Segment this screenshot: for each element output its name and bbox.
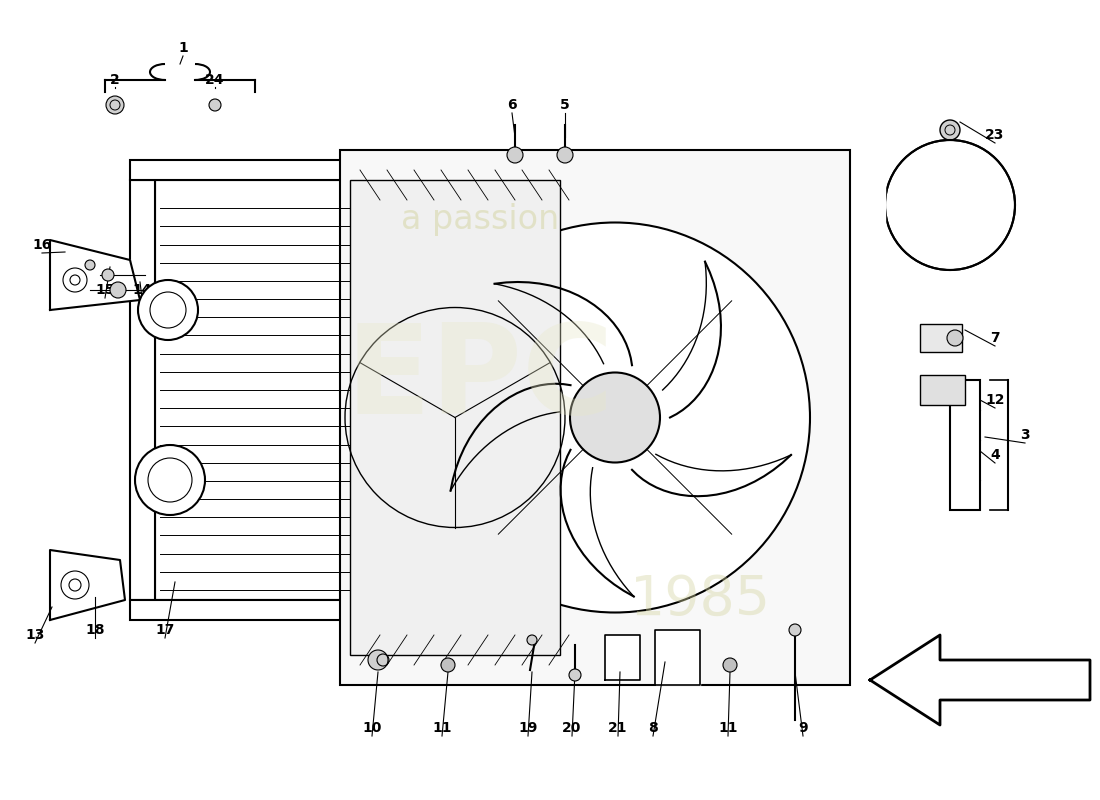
Text: 15: 15 (96, 283, 114, 297)
Text: 19: 19 (518, 721, 538, 735)
Bar (920, 375, 965, 405)
Text: 3: 3 (1020, 428, 1030, 442)
Bar (130, 180, 155, 600)
Polygon shape (654, 630, 700, 685)
Text: 20: 20 (562, 721, 582, 735)
Text: 14: 14 (132, 283, 152, 297)
Text: 9: 9 (799, 721, 807, 735)
Circle shape (138, 280, 198, 340)
Text: 6: 6 (507, 98, 517, 112)
Circle shape (441, 658, 455, 672)
Polygon shape (870, 635, 1090, 725)
Circle shape (507, 147, 522, 163)
Text: 21: 21 (608, 721, 628, 735)
Text: 12: 12 (986, 393, 1004, 407)
Text: 10: 10 (362, 721, 382, 735)
Circle shape (557, 147, 573, 163)
Circle shape (886, 140, 1015, 270)
Text: 1985: 1985 (629, 573, 771, 627)
Circle shape (570, 373, 660, 462)
Circle shape (947, 330, 962, 346)
Circle shape (569, 669, 581, 681)
Text: 7: 7 (990, 331, 1000, 345)
Text: 11: 11 (718, 721, 738, 735)
Circle shape (110, 282, 126, 298)
Polygon shape (874, 185, 886, 225)
Text: 11: 11 (432, 721, 452, 735)
Text: 18: 18 (86, 623, 104, 637)
Text: 22: 22 (986, 183, 1004, 197)
Text: 23: 23 (986, 128, 1004, 142)
Circle shape (368, 650, 388, 670)
Circle shape (209, 99, 221, 111)
Circle shape (85, 260, 95, 270)
Circle shape (106, 96, 124, 114)
Text: 16: 16 (32, 238, 52, 252)
Bar (350, 180, 560, 655)
Circle shape (102, 269, 114, 281)
Polygon shape (50, 550, 125, 620)
Circle shape (420, 222, 810, 613)
Text: 8: 8 (648, 721, 658, 735)
Circle shape (527, 635, 537, 645)
Polygon shape (50, 240, 140, 310)
Text: 24: 24 (206, 73, 224, 87)
Text: 4: 4 (990, 448, 1000, 462)
Polygon shape (605, 635, 640, 680)
Circle shape (135, 445, 205, 515)
Bar (480, 180, 501, 600)
Circle shape (940, 120, 960, 140)
Text: a passion: a passion (400, 203, 559, 237)
Circle shape (60, 571, 89, 599)
Text: 2: 2 (110, 73, 120, 87)
Bar (130, 160, 500, 180)
Text: EPC: EPC (345, 319, 615, 441)
Text: 13: 13 (25, 628, 45, 642)
Bar (130, 600, 500, 620)
Text: 17: 17 (155, 623, 175, 637)
Circle shape (723, 658, 737, 672)
Bar (920, 324, 962, 352)
Bar (950, 380, 980, 510)
Bar (155, 180, 480, 600)
Text: 1: 1 (178, 41, 188, 55)
Circle shape (63, 268, 87, 292)
Bar (340, 150, 850, 685)
Circle shape (789, 624, 801, 636)
Text: 5: 5 (560, 98, 570, 112)
